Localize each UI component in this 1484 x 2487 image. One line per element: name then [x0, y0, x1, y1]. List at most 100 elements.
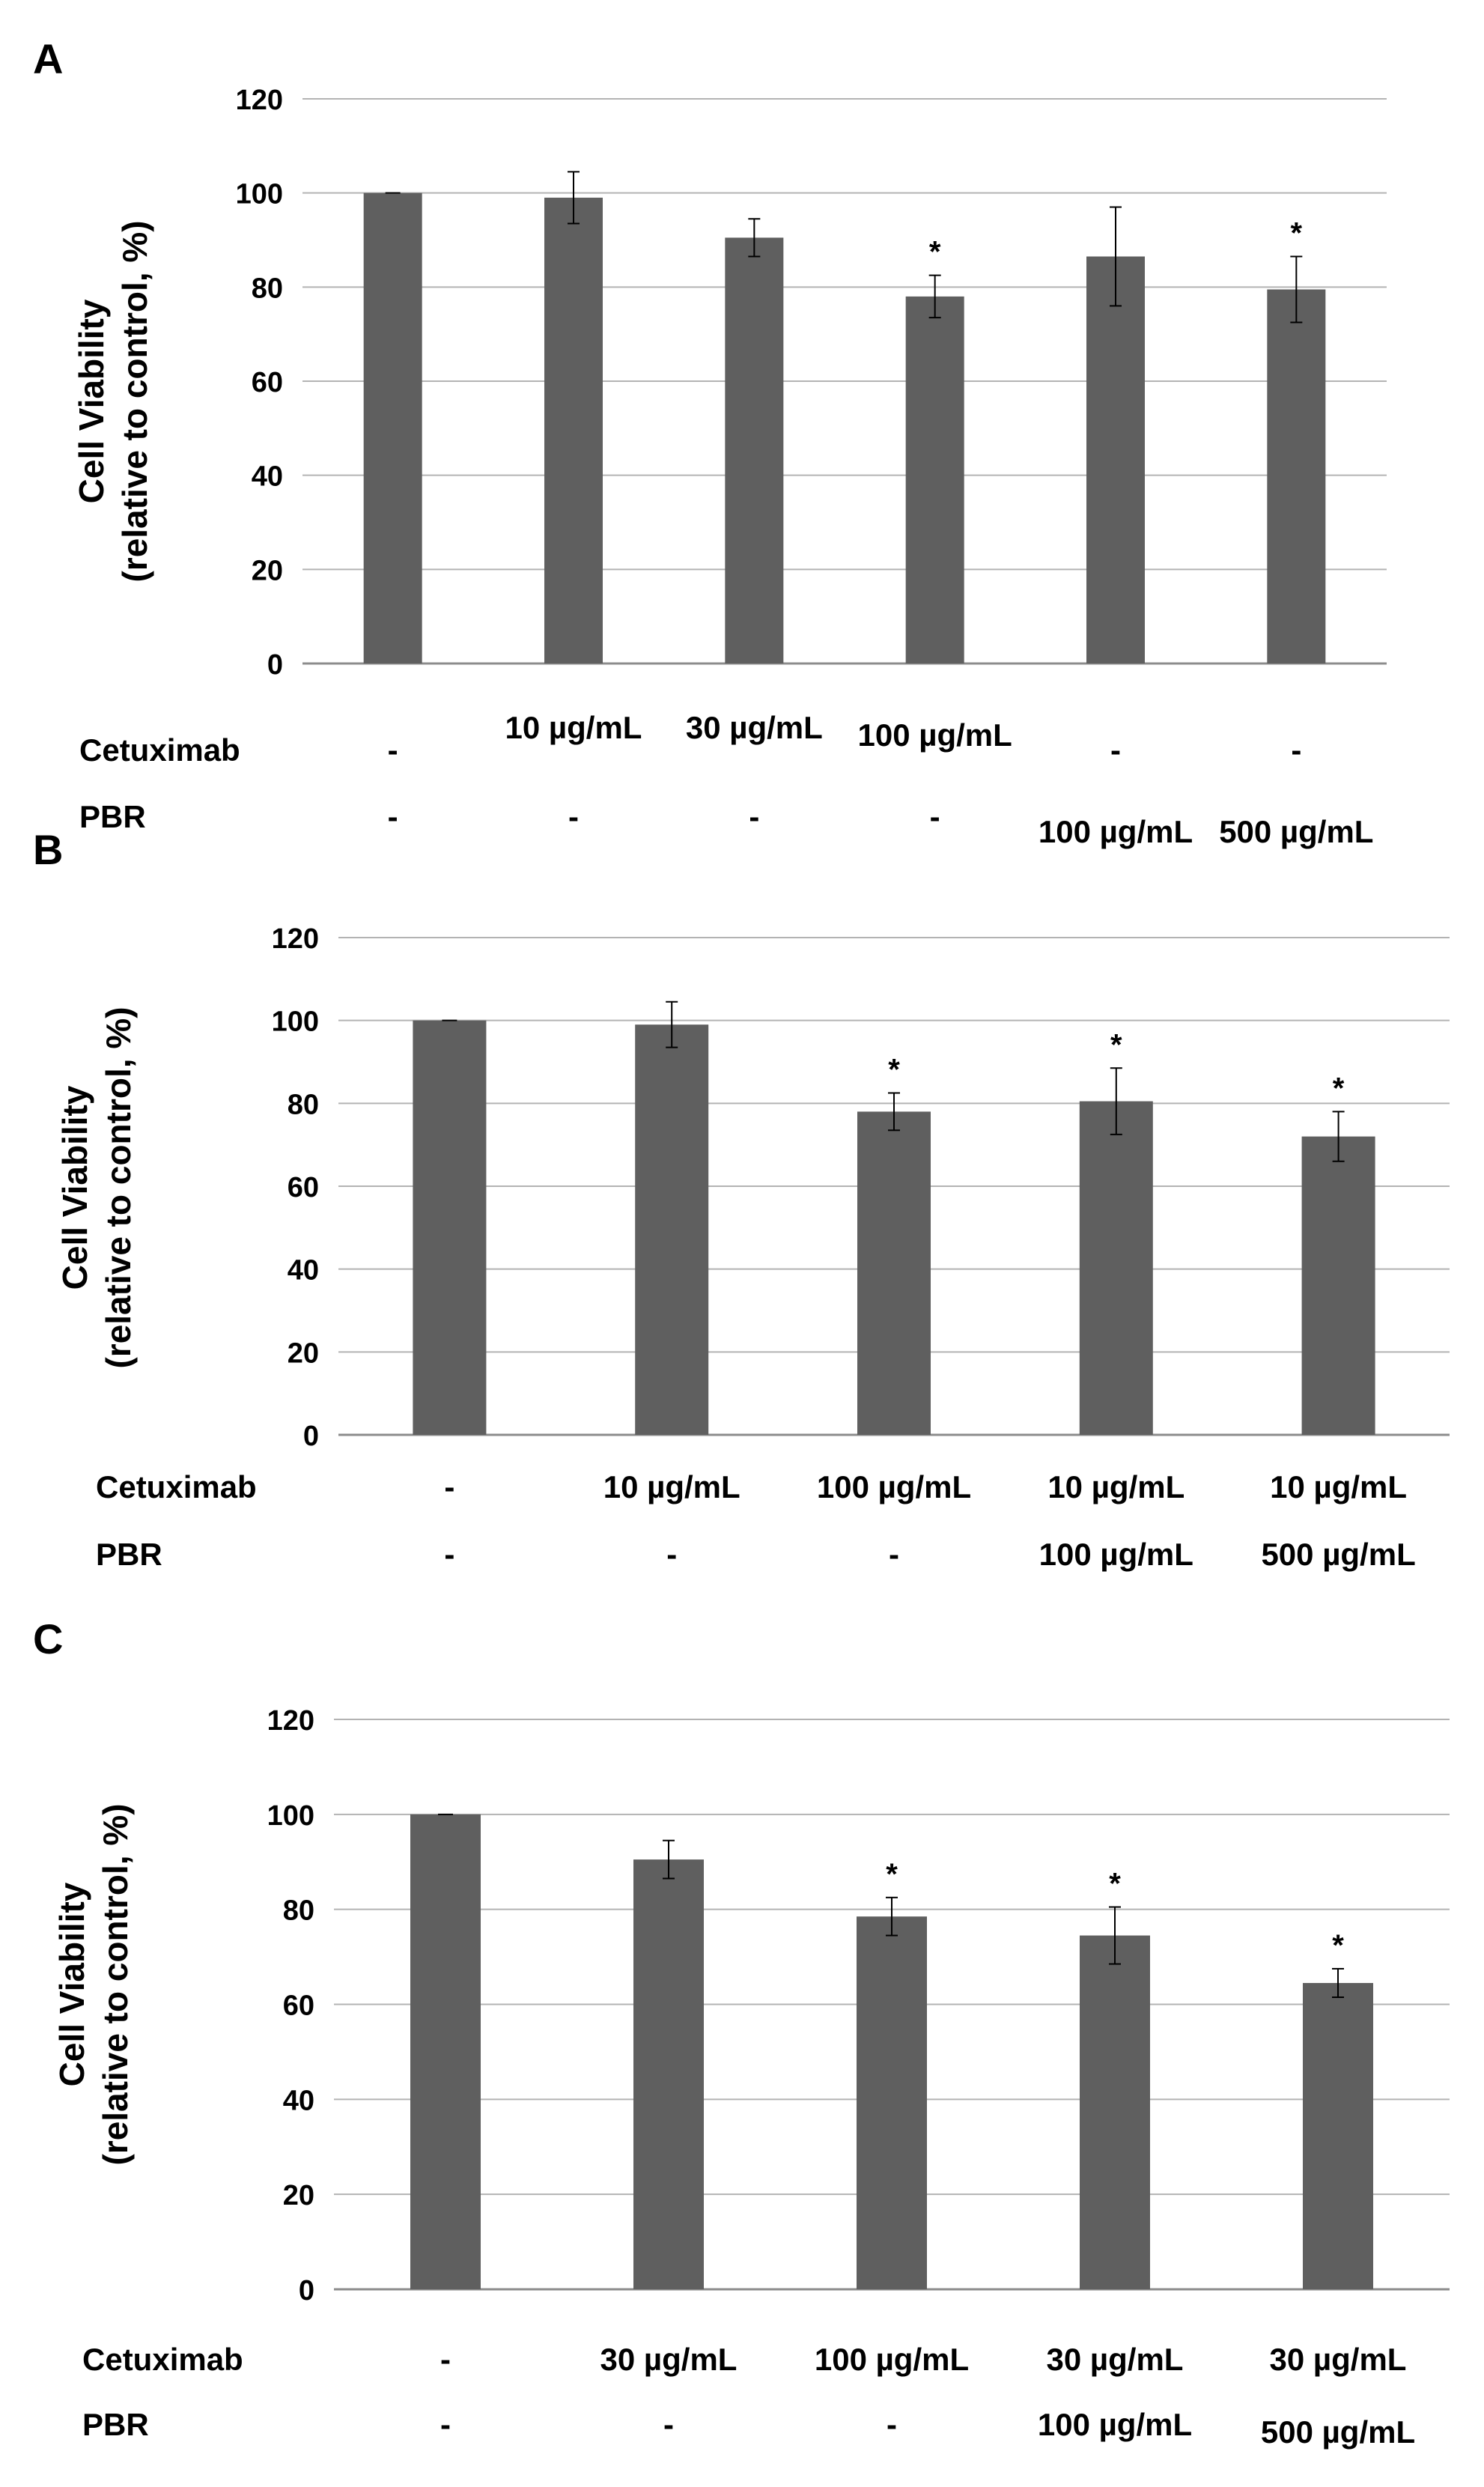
panel-b-plot: 0 20 40 60 80 100 120 * * *	[272, 923, 1450, 1452]
significance-marker: *	[1291, 216, 1303, 249]
condition-cell: 100 µg/mL	[1039, 1537, 1193, 1572]
condition-cell: 10 µg/mL	[1270, 1469, 1407, 1504]
panel-b-ylabel-line1: Cell Viability	[55, 1085, 94, 1290]
condition-cell: -	[440, 2342, 451, 2377]
panel-a-ylabel-line2: (relative to control, %)	[115, 220, 154, 582]
condition-row-label: PBR	[96, 1537, 162, 1572]
y-tick-label: 120	[236, 85, 283, 116]
condition-cell: 500 µg/mL	[1219, 814, 1373, 849]
condition-cell: -	[388, 732, 398, 768]
bar	[1267, 289, 1326, 663]
y-tick-label: 20	[283, 2180, 314, 2211]
y-tick-label: 40	[288, 1255, 319, 1287]
condition-row-label: PBR	[79, 799, 146, 834]
panel-c-conditions: Cetuximab - 30 µg/mL 100 µg/mL 30 µg/mL 30 µg…	[82, 2342, 1415, 2450]
bar	[725, 237, 784, 663]
panel-a-ylabel-line1: Cell Viability	[72, 299, 111, 503]
condition-cell: 100 µg/mL	[815, 2342, 969, 2377]
panel-b-conditions: Cetuximab - 10 µg/mL 100 µg/mL 10 µg/mL 10 µg…	[96, 1469, 1416, 1572]
y-tick-label: 0	[267, 649, 283, 681]
y-tick-label: 100	[272, 1006, 319, 1038]
panel-b-ylabel-line2: (relative to control, %)	[99, 1006, 138, 1368]
condition-cell: -	[1110, 732, 1121, 768]
bar	[633, 1859, 704, 2289]
condition-cell: -	[930, 799, 940, 834]
significance-marker: *	[929, 236, 941, 269]
condition-cell: 100 µg/mL	[817, 1469, 971, 1504]
y-tick-label: 80	[288, 1089, 319, 1120]
panel-a-plot: 0 20 40 60 80 100 120 * *	[236, 85, 1387, 681]
y-tick-label: 60	[252, 367, 283, 398]
condition-cell: 100 µg/mL	[1039, 814, 1193, 849]
bar	[1301, 1136, 1375, 1435]
y-tick-label: 120	[272, 923, 319, 955]
y-tick-label: 20	[288, 1337, 319, 1369]
significance-marker: *	[1333, 1072, 1345, 1105]
panel-a: A Cell Viability (relative to control, %…	[33, 35, 1387, 849]
condition-cell: 100 µg/mL	[1038, 2407, 1192, 2442]
y-tick-label: 100	[267, 1800, 314, 1832]
condition-row-label: PBR	[82, 2407, 149, 2442]
bar	[1080, 1935, 1150, 2289]
bar	[544, 197, 603, 663]
bar	[857, 1916, 927, 2289]
y-tick-label: 80	[252, 273, 283, 304]
panel-c-ylabel-line1: Cell Viability	[52, 1882, 91, 2086]
y-tick-label: 80	[283, 1895, 314, 1927]
condition-cell: 500 µg/mL	[1261, 1537, 1415, 1572]
bar	[1303, 1982, 1373, 2289]
y-tick-label: 100	[236, 179, 283, 210]
y-tick-label: 40	[283, 2085, 314, 2116]
condition-cell: 500 µg/mL	[1261, 2414, 1415, 2450]
panel-a-conditions: Cetuximab - 10 µg/mL 30 µg/mL 100 µg/mL - - PBR…	[79, 710, 1373, 849]
bar	[1079, 1101, 1153, 1435]
condition-cell: -	[440, 2407, 451, 2442]
condition-cell: -	[666, 1537, 677, 1572]
condition-cell: 10 µg/mL	[1047, 1469, 1185, 1504]
significance-marker: *	[1110, 1028, 1122, 1061]
condition-cell: -	[1291, 732, 1301, 768]
panel-c-label: C	[33, 1615, 63, 1662]
condition-row-label: Cetuximab	[96, 1469, 257, 1504]
panel-c-ylabel-line2: (relative to control, %)	[96, 1803, 135, 2165]
panel-c: C Cell Viability (relative to control, %…	[33, 1615, 1450, 2450]
bar	[363, 192, 422, 664]
significance-marker: *	[1109, 1867, 1121, 1900]
significance-marker: *	[886, 1858, 898, 1891]
condition-cell: -	[749, 799, 759, 834]
condition-cell: -	[444, 1469, 454, 1504]
bar	[1086, 256, 1145, 663]
condition-cell: 10 µg/mL	[603, 1469, 741, 1504]
condition-row-label: Cetuximab	[79, 732, 240, 768]
condition-cell: 30 µg/mL	[686, 710, 823, 745]
significance-marker: *	[888, 1054, 900, 1087]
condition-cell: 100 µg/mL	[858, 717, 1012, 753]
condition-cell: -	[889, 1537, 899, 1572]
y-tick-label: 120	[267, 1705, 314, 1737]
y-tick-label: 40	[252, 461, 283, 493]
condition-cell: 30 µg/mL	[1270, 2342, 1407, 2377]
y-tick-label: 20	[252, 555, 283, 586]
bar	[857, 1111, 931, 1435]
condition-cell: -	[887, 2407, 897, 2442]
significance-marker: *	[1332, 1929, 1344, 1962]
panel-c-plot: 0 20 40 60 80 100 120 * * *	[267, 1705, 1450, 2307]
condition-cell: 30 µg/mL	[1047, 2342, 1184, 2377]
bar	[905, 296, 964, 663]
panel-b: B Cell Viability (relative to control, %…	[33, 826, 1450, 1572]
panel-a-label: A	[33, 35, 63, 82]
y-tick-label: 0	[303, 1421, 319, 1452]
y-tick-label: 60	[283, 1990, 314, 2022]
bar	[410, 1814, 481, 2289]
condition-cell: -	[388, 799, 398, 834]
y-tick-label: 60	[288, 1172, 319, 1203]
condition-row-label: Cetuximab	[82, 2342, 243, 2377]
panel-b-label: B	[33, 826, 63, 873]
condition-cell: -	[444, 1537, 454, 1572]
condition-cell: 30 µg/mL	[600, 2342, 738, 2377]
y-tick-label: 0	[299, 2275, 314, 2307]
condition-cell: -	[663, 2407, 674, 2442]
bar	[413, 1020, 487, 1435]
condition-cell: 10 µg/mL	[505, 710, 642, 745]
